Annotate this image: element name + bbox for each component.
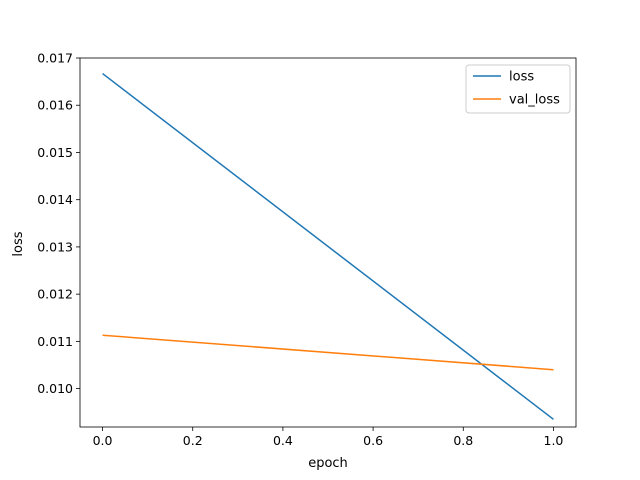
legend-box — [465, 64, 571, 114]
x-tick-label: 0.0 — [93, 433, 113, 448]
y-axis-label: loss — [11, 231, 26, 256]
x-tick-label: 0.6 — [363, 433, 383, 448]
y-tick-label: 0.014 — [37, 192, 73, 207]
y-tick-label: 0.011 — [37, 334, 73, 349]
x-tick-label: 0.2 — [183, 433, 203, 448]
x-tick-label: 0.4 — [273, 433, 293, 448]
plot-area — [79, 57, 577, 428]
y-tick-label: 0.017 — [37, 51, 73, 66]
legend-label-loss: loss — [509, 70, 534, 85]
plot-frame — [79, 57, 577, 428]
x-tick-label: 1.0 — [544, 433, 564, 448]
x-axis-label: epoch — [308, 456, 348, 471]
y-tick-label: 0.016 — [37, 98, 73, 113]
legend-label-val-loss: val_loss — [509, 93, 560, 108]
x-tick-label: 0.8 — [453, 433, 473, 448]
legend: loss val_loss — [465, 64, 571, 114]
y-tick-label: 0.012 — [37, 287, 73, 302]
y-axis: 0.010 0.011 0.012 0.013 0.014 0.015 0.016 0.017 — [37, 51, 80, 396]
y-tick-label: 0.013 — [37, 239, 73, 254]
y-tick-label: 0.015 — [37, 145, 73, 160]
series-line-val-loss — [102, 334, 554, 371]
x-axis: 0.0 0.2 0.4 0.6 0.8 1.0 — [93, 427, 564, 448]
series-line-loss — [102, 72, 554, 420]
y-tick-label: 0.010 — [37, 381, 73, 396]
